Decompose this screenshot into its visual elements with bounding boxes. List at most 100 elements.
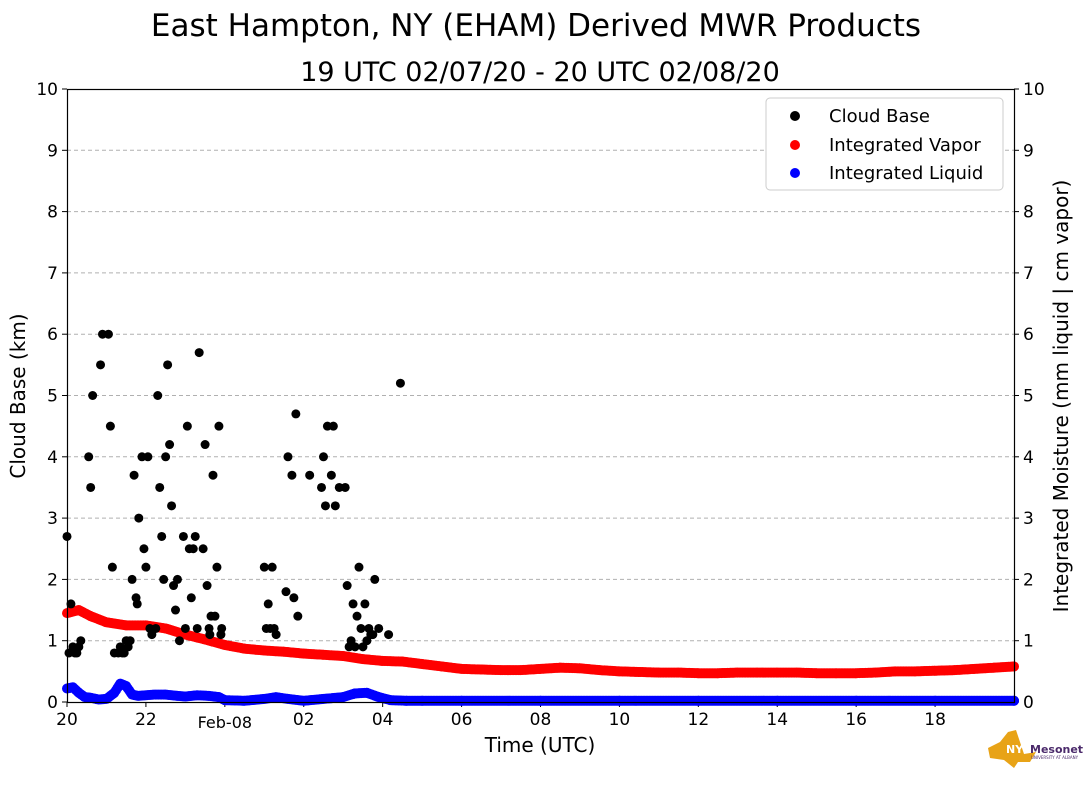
cloud-base-point [159, 574, 169, 584]
cloud-base-point [370, 574, 380, 584]
y-axis-left-ticks: 0 1 2 3 4 5 6 7 8 9 10 [36, 80, 67, 713]
cloud-base-point [263, 599, 273, 609]
cloud-base-point [167, 501, 177, 511]
cloud-base-point [143, 452, 153, 462]
x-axis-ticks: 20 22 Feb-08 02 04 06 08 10 12 14 16 18 [56, 702, 946, 732]
cloud-base-point [348, 599, 358, 609]
chart-title: East Hampton, NY (EHAM) Derived MWR Prod… [151, 8, 921, 44]
cloud-base-point [105, 421, 115, 431]
y-axis-left-label: Cloud Base (km) [6, 313, 30, 478]
cloud-base-point [127, 574, 137, 584]
cloud-base-point [356, 623, 366, 633]
cloud-base-point [291, 409, 301, 419]
x-tick-label: 10 [609, 710, 631, 730]
x-tick-label: 16 [845, 710, 867, 730]
cloud-base-point [139, 544, 149, 554]
plot-frame [66, 88, 1016, 704]
cloud-base-point [210, 611, 220, 621]
x-tick-label: 04 [372, 710, 394, 730]
cloud-base-point [214, 421, 224, 431]
y-tick-label-left: 0 [47, 693, 58, 713]
y-tick-label-right: 10 [1023, 80, 1045, 100]
y-tick-label-right: 4 [1023, 448, 1034, 468]
cloud-base-point [190, 531, 200, 541]
cloud-base-point [157, 531, 167, 541]
cloud-base-point [103, 329, 113, 339]
cloud-base-point [66, 599, 76, 609]
cloud-base-point [342, 581, 352, 591]
y-tick-label-left: 6 [47, 325, 58, 345]
cloud-base-point [318, 452, 328, 462]
y-tick-label-left: 9 [47, 141, 58, 161]
x-tick-label: 20 [56, 710, 78, 730]
series-cloud-base [62, 329, 405, 658]
x-tick-label: 12 [688, 710, 710, 730]
legend-label-integrated-vapor: Integrated Vapor [829, 135, 981, 156]
y-tick-label-right: 3 [1023, 509, 1034, 529]
cloud-base-point [330, 501, 340, 511]
legend-label-integrated-liquid: Integrated Liquid [829, 163, 983, 184]
cloud-base-point [384, 630, 394, 640]
cloud-base-point [163, 360, 173, 370]
cloud-base-point [192, 623, 202, 633]
nys-mesonet-logo: NYS Mesonet UNIVERSITY AT ALBANY [988, 730, 1083, 768]
cloud-base-point [84, 452, 94, 462]
y-tick-label-left: 1 [47, 632, 58, 652]
y-tick-label-right: 0 [1023, 693, 1034, 713]
y-tick-label-right: 2 [1023, 570, 1034, 590]
cloud-base-point [198, 544, 208, 554]
cloud-base-point [151, 623, 161, 633]
x-tick-label: 08 [530, 710, 552, 730]
cloud-base-point [155, 482, 165, 492]
cloud-base-point [281, 587, 291, 597]
y-axis-right-ticks: 0 1 2 3 4 5 6 7 8 9 10 [1014, 80, 1045, 713]
cloud-base-point [374, 623, 384, 633]
cloud-base-point [368, 630, 378, 640]
cloud-base-point [212, 562, 222, 572]
cloud-base-point [208, 470, 218, 480]
y-tick-label-right: 8 [1023, 203, 1034, 223]
cloud-base-point [354, 562, 364, 572]
logo-subtext: UNIVERSITY AT ALBANY [1031, 755, 1079, 760]
cloud-base-point [188, 544, 198, 554]
cloud-base-point [326, 470, 336, 480]
cloud-base-point [200, 440, 210, 450]
y-tick-label-left: 7 [47, 264, 58, 284]
legend-marker-integrated-liquid [790, 168, 800, 178]
logo-text: Mesonet [1030, 743, 1083, 756]
cloud-base-point [271, 630, 281, 640]
legend-box [765, 97, 1004, 191]
cloud-base-point [317, 482, 327, 492]
cloud-base-point [129, 470, 139, 480]
cloud-base-point [132, 599, 142, 609]
y-tick-label-left: 2 [47, 570, 58, 590]
y-tick-label-left: 5 [47, 387, 58, 407]
ny-state-shape [988, 730, 1036, 768]
cloud-base-point [289, 593, 299, 603]
legend-label-cloud-base: Cloud Base [829, 106, 930, 127]
cloud-base-point [360, 599, 370, 609]
legend-marker-integrated-vapor [790, 140, 800, 150]
cloud-base-point [161, 452, 171, 462]
y-tick-label-right: 7 [1023, 264, 1034, 284]
x-tick-label: 14 [766, 710, 788, 730]
cloud-base-point [88, 391, 98, 400]
legend: Cloud Base Integrated Vapor Integrated L… [765, 97, 1004, 191]
y-tick-label-right: 9 [1023, 141, 1034, 161]
cloud-base-point [86, 482, 96, 492]
y-tick-label-left: 8 [47, 203, 58, 223]
x-tick-label: 06 [451, 710, 473, 730]
cloud-base-point [178, 531, 188, 541]
y-tick-label-left: 3 [47, 509, 58, 529]
cloud-base-point [134, 513, 144, 523]
cloud-base-point [194, 348, 204, 358]
cloud-base-point [76, 636, 86, 646]
y-axis-right-label: Integrated Moisture (mm liquid | cm vapo… [1049, 180, 1073, 613]
cloud-base-point [328, 421, 338, 431]
cloud-base-point [205, 630, 215, 640]
x-tick-label: 18 [924, 710, 946, 730]
cloud-base-point [320, 501, 330, 511]
cloud-base-point [202, 581, 212, 591]
cloud-base-point [96, 360, 106, 370]
